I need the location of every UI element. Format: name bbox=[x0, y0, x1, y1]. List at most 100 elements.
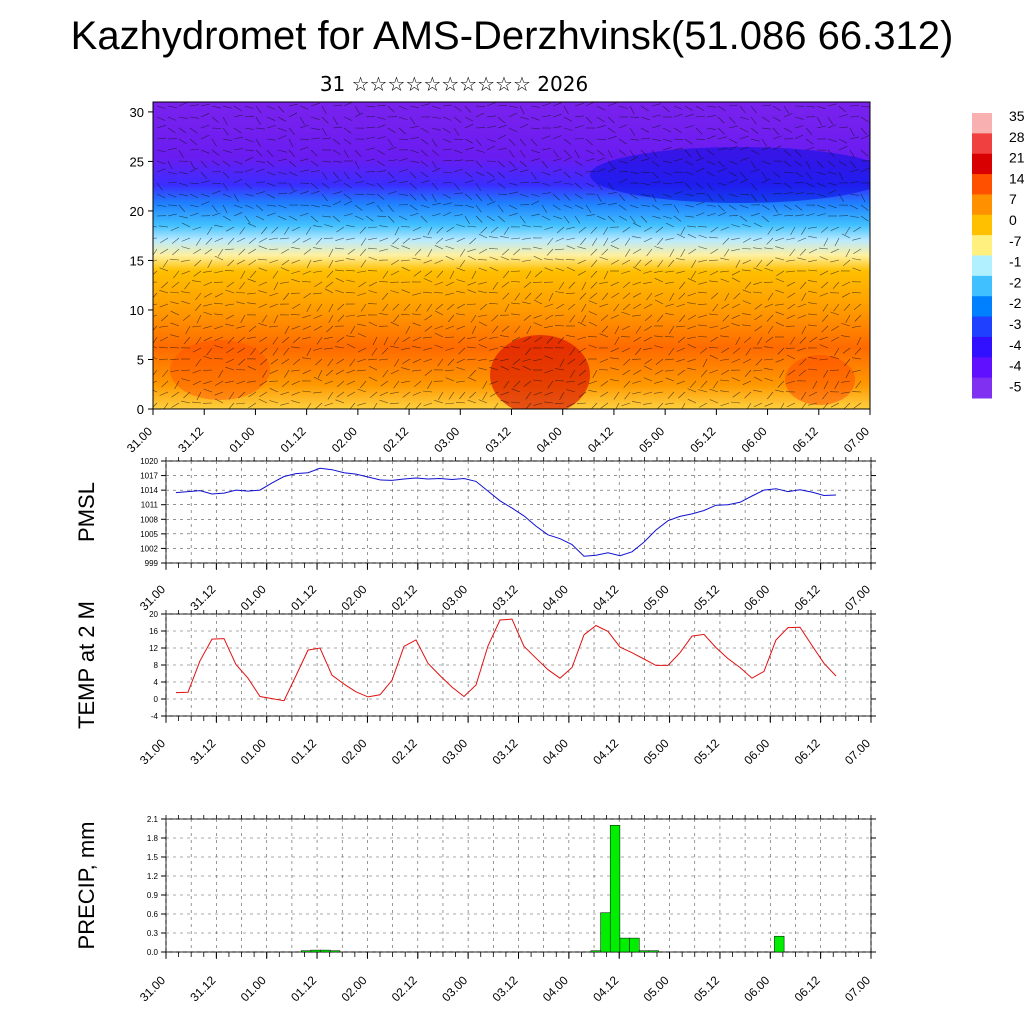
x-tick-label: 01.12 bbox=[288, 736, 319, 767]
wind-barb bbox=[618, 138, 627, 145]
wind-barb bbox=[214, 313, 224, 316]
wind-barb bbox=[618, 171, 629, 173]
wind-barb bbox=[665, 222, 675, 228]
wind-barb bbox=[244, 115, 255, 118]
wind-barb bbox=[467, 399, 477, 404]
wind-barb bbox=[675, 325, 686, 328]
wind-barb bbox=[601, 248, 609, 256]
x-tick-label: 06.00 bbox=[741, 582, 772, 613]
wind-barb bbox=[567, 303, 576, 311]
wind-barb bbox=[819, 358, 829, 361]
wind-barb bbox=[467, 225, 477, 228]
wind-barb bbox=[346, 314, 356, 317]
wind-barb bbox=[357, 333, 367, 338]
wind-barb bbox=[277, 192, 288, 195]
wind-barb bbox=[464, 123, 474, 129]
wind-barb bbox=[805, 127, 813, 135]
wind-barb bbox=[646, 248, 653, 257]
wind-barb bbox=[668, 347, 675, 356]
wind-barb bbox=[860, 105, 870, 108]
wind-barb bbox=[712, 303, 719, 312]
wind-barb bbox=[695, 212, 705, 217]
colorbar-segment bbox=[972, 113, 992, 134]
wind-barb bbox=[159, 325, 169, 328]
wind-barb bbox=[532, 281, 543, 283]
wind-barb bbox=[500, 346, 510, 349]
wind-barb bbox=[475, 182, 482, 191]
wind-barb bbox=[489, 358, 499, 362]
wind-barb bbox=[299, 124, 309, 129]
wind-barb bbox=[343, 102, 353, 107]
wind-barb bbox=[775, 246, 785, 250]
wind-barb bbox=[654, 278, 664, 283]
wind-barb bbox=[492, 281, 499, 290]
wind-barb bbox=[676, 270, 686, 274]
wind-barb bbox=[288, 160, 296, 168]
wind-barb bbox=[181, 246, 191, 250]
wind-barb bbox=[720, 278, 730, 283]
wind-barb bbox=[544, 401, 554, 404]
x-tick-label: 01.00 bbox=[238, 582, 269, 613]
wind-barb bbox=[313, 259, 323, 263]
wind-barb bbox=[211, 182, 222, 185]
wind-barb bbox=[554, 402, 565, 405]
wind-barb bbox=[171, 402, 180, 408]
wind-barb bbox=[629, 138, 639, 141]
wind-barb bbox=[552, 168, 562, 173]
wind-barb bbox=[389, 402, 400, 405]
wind-barb bbox=[588, 321, 598, 327]
wind-barb bbox=[398, 215, 408, 221]
precip-bar bbox=[329, 950, 341, 953]
wind-barb bbox=[409, 116, 416, 125]
wind-barb bbox=[376, 104, 387, 107]
wind-barb bbox=[273, 314, 279, 324]
wind-barb bbox=[236, 325, 246, 329]
wind-barb bbox=[592, 369, 598, 379]
wind-barb bbox=[728, 215, 739, 217]
wind-barb bbox=[266, 149, 274, 157]
wind-barb bbox=[827, 103, 837, 107]
wind-barb bbox=[357, 270, 367, 273]
wind-barb bbox=[552, 113, 562, 118]
wind-barb bbox=[821, 325, 829, 333]
wind-barb bbox=[490, 226, 499, 234]
wind-barb bbox=[222, 171, 230, 179]
wind-barb bbox=[218, 369, 224, 378]
wind-barb bbox=[772, 135, 782, 140]
wind-barb bbox=[805, 192, 815, 195]
wind-barb bbox=[189, 149, 200, 151]
wind-barb bbox=[610, 379, 620, 382]
wind-barb bbox=[400, 259, 411, 262]
wind-barb bbox=[401, 245, 411, 250]
wind-barb bbox=[420, 127, 429, 133]
wind-barb bbox=[783, 204, 792, 211]
wind-barb bbox=[684, 138, 693, 145]
wind-barb bbox=[754, 325, 763, 332]
y-tick-label: 2.1 bbox=[147, 815, 159, 824]
y-tick-label: 1020 bbox=[140, 457, 158, 466]
colorbar-label: 35 bbox=[1009, 108, 1024, 124]
wind-barb bbox=[559, 358, 565, 368]
wind-barb bbox=[299, 212, 309, 217]
wind-barb bbox=[161, 281, 169, 289]
wind-barb bbox=[238, 248, 246, 256]
wind-barb bbox=[456, 313, 466, 316]
wind-barb bbox=[217, 248, 224, 257]
wind-barb bbox=[833, 303, 840, 312]
wind-barb bbox=[544, 325, 554, 328]
wind-barb bbox=[153, 389, 158, 393]
x-tick-label: 03.12 bbox=[482, 424, 513, 455]
wind-barb bbox=[293, 336, 301, 344]
wind-barb bbox=[367, 247, 378, 250]
wind-barb bbox=[618, 193, 626, 201]
wind-barb bbox=[623, 358, 631, 366]
wind-barb bbox=[552, 215, 562, 220]
wind-barb bbox=[222, 149, 232, 153]
wind-barb bbox=[574, 138, 585, 140]
wind-barb bbox=[153, 226, 158, 228]
wind-barb bbox=[426, 303, 433, 312]
wind-barb bbox=[442, 104, 453, 107]
wind-barb bbox=[519, 116, 529, 120]
wind-barb bbox=[327, 358, 334, 367]
wind-barb bbox=[167, 213, 177, 217]
